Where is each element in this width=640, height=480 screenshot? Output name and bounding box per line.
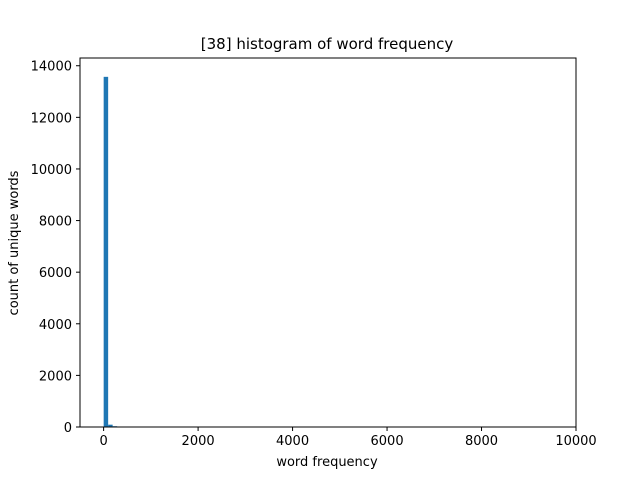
plot-area-frame — [79, 57, 577, 428]
x-tick-label: 8000 — [465, 434, 498, 449]
y-tick-label: 8000 — [39, 215, 72, 230]
y-tick-label: 14000 — [31, 60, 72, 75]
y-tick-label: 2000 — [39, 369, 72, 384]
y-axis: 0 2000 4000 6000 8000 10000 12000 14000 — [31, 60, 80, 436]
x-axis: 0 2000 4000 6000 8000 10000 — [99, 427, 597, 449]
histogram-bar — [103, 76, 109, 427]
y-axis-label: count of unique words — [7, 170, 22, 315]
x-tick-label: 2000 — [182, 434, 215, 449]
y-tick-label: 4000 — [39, 318, 72, 333]
x-tick-label: 0 — [99, 434, 107, 449]
x-tick-label: 4000 — [276, 434, 309, 449]
y-tick-label: 12000 — [31, 111, 72, 126]
x-tick-label: 6000 — [371, 434, 404, 449]
y-tick-label: 6000 — [39, 266, 72, 281]
histogram-bar — [108, 424, 113, 427]
y-tick-label: 10000 — [31, 163, 72, 178]
chart-title: [38] histogram of word frequency — [201, 35, 454, 53]
x-axis-label: word frequency — [276, 455, 378, 470]
y-tick-label: 0 — [64, 421, 72, 436]
x-tick-label: 10000 — [555, 434, 596, 449]
